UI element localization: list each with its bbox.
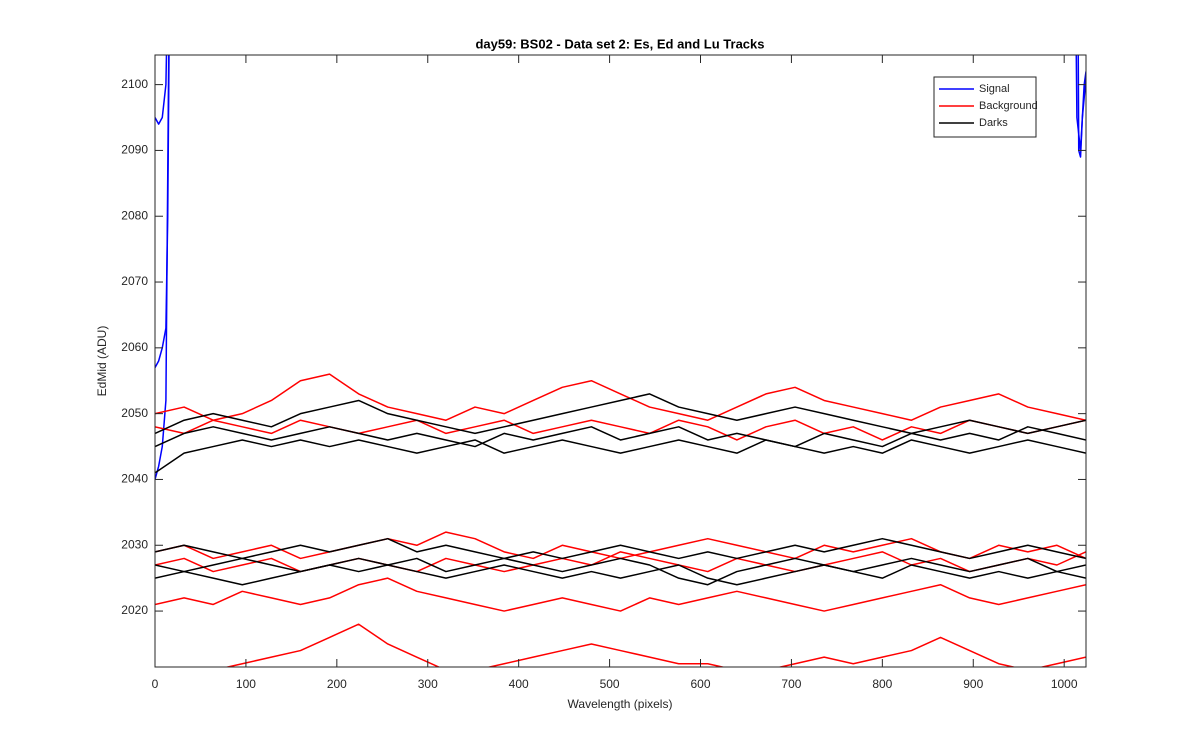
x-tick-label: 700 [781,677,801,691]
y-tick-label: 2020 [121,603,148,617]
y-tick-label: 2090 [121,143,148,157]
series-line [155,393,1086,435]
series-line [155,577,1086,612]
legend-label: Background [979,100,1038,112]
series-line [155,426,1086,448]
x-tick-label: 400 [509,677,529,691]
x-tick-label: 100 [236,677,256,691]
chart-title: day59: BS02 - Data set 2: Es, Ed and Lu … [475,36,764,51]
legend-label: Signal [979,83,1010,95]
series-line [155,557,1086,586]
series-line [155,55,168,125]
y-axis-label: EdMid (ADU) [95,326,109,397]
y-tick-label: 2050 [121,406,148,420]
series-line [155,373,1086,421]
y-tick-label: 2070 [121,274,148,288]
y-tick-label: 2030 [121,537,148,551]
x-tick-label: 300 [418,677,438,691]
x-tick-label: 1000 [1051,677,1078,691]
y-tick-label: 2060 [121,340,148,354]
y-tick-label: 2080 [121,208,148,222]
x-tick-label: 500 [600,677,620,691]
series-line [155,439,1086,474]
legend-label: Darks [979,117,1008,129]
plot-area [155,55,1086,667]
series-line [155,537,1086,560]
x-tick-label: 800 [872,677,892,691]
x-axis-label: Wavelength (pixels) [568,697,673,711]
legend-box [933,76,1037,138]
series-line [155,419,1086,441]
x-tick-label: 600 [690,677,710,691]
y-tick-label: 2100 [121,77,148,91]
x-tick-label: 900 [963,677,983,691]
axes-box [154,54,1087,668]
x-tick-label: 200 [327,677,347,691]
x-tick-label: 0 [152,677,159,691]
lines [155,55,1086,667]
y-tick-label: 2040 [121,472,148,486]
series-line [224,623,1086,667]
